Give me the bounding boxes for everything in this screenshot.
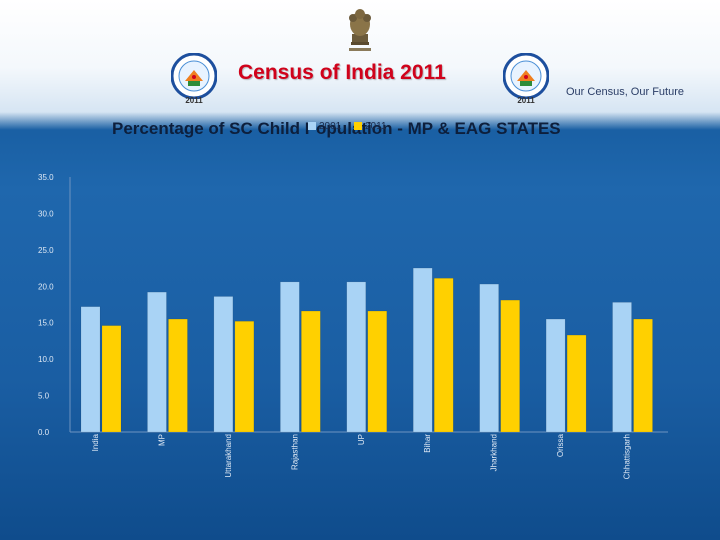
bar-2001-uttarakhand [213,296,234,433]
logo-left-year: 2011 [185,96,203,105]
bar-2001-mp [147,291,167,433]
x-tick-label: Chhattisgarh [623,434,632,479]
bar-2011-mp [168,318,188,433]
x-tick-label: Rajasthan [290,434,299,470]
national-emblem-icon [349,9,371,51]
legend-label-2011: 2011 [365,121,387,132]
x-tick-label: Bihar [423,434,432,453]
bar-2011-up [367,310,388,433]
x-tick-label: UP [357,434,366,445]
census-logo-right [502,52,550,100]
legend-swatch-2001 [308,122,316,131]
bar-2011-orissa [566,334,587,433]
bar-2001-orissa [545,318,566,433]
y-tick-label: 20.0 [38,282,54,291]
y-tick-label: 25.0 [38,246,54,255]
census-logo-icon [502,52,550,100]
y-tick-label: 10.0 [38,355,54,364]
legend-label-2001: 2001 [319,121,342,132]
x-tick-label: India [91,433,100,451]
bar-2011-rajasthan [301,310,321,433]
y-tick-label: 5.0 [38,392,50,401]
bar-2001-rajasthan [280,281,300,433]
census-logo-icon [170,52,218,100]
bar-2001-india [80,306,101,433]
bar-2011-chhattisgarh [633,318,653,433]
bar-2001-bihar [412,267,433,433]
bar-2011-india [101,325,122,433]
bar-2011-uttarakhand [234,321,255,433]
chart-title: Percentage of SC Child Population - MP &… [112,119,561,138]
bar-2011-bihar [433,278,454,433]
tagline: Our Census, Our Future [566,86,684,98]
bar-2001-jharkhand [479,283,499,433]
census-title: Census of India 2011 [238,61,446,84]
x-tick-label: Jharkhand [490,434,499,471]
bar-2001-up [346,281,367,433]
y-tick-label: 15.0 [38,319,54,328]
x-tick-label: Uttarakhand [224,434,233,478]
legend-swatch-2011 [354,122,362,131]
logo-right-year: 2011 [517,96,535,105]
bar-2011-jharkhand [500,299,520,433]
x-tick-label: MP [157,434,166,446]
legend-item-2011: 2011 [354,121,387,132]
y-tick-label: 0.0 [38,428,50,437]
bar-2001-chhattisgarh [612,302,632,433]
x-tick-label: Orissa [556,433,565,457]
y-tick-label: 35.0 [38,173,54,182]
census-logo-left [170,52,218,100]
legend-item-2001: 2001 [308,121,341,132]
y-tick-label: 30.0 [38,209,54,218]
